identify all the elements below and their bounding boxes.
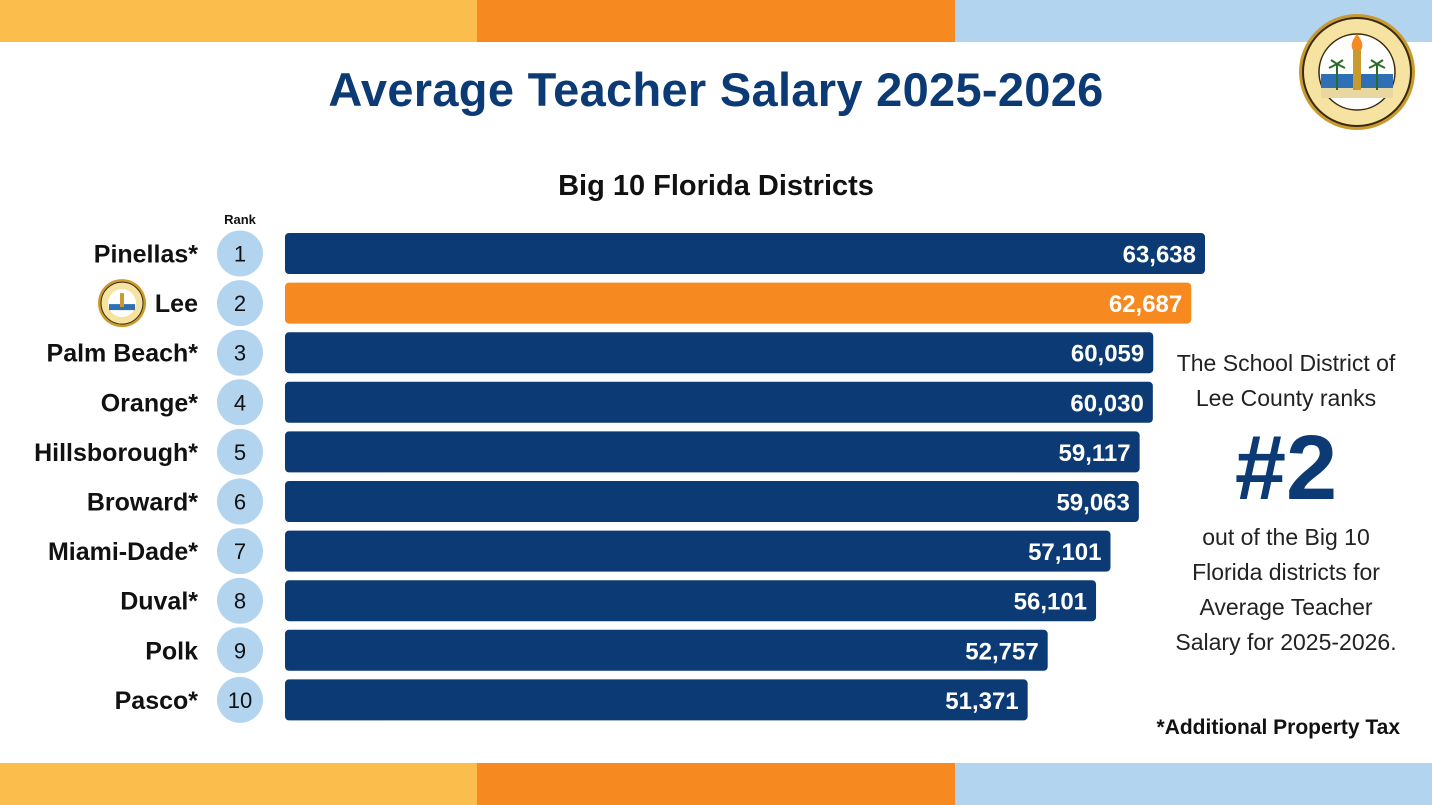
top-color-band	[0, 0, 1432, 42]
category-label-polk: Polk	[145, 637, 198, 665]
category-label-lee: Lee	[155, 290, 198, 318]
category-label-miami-dade: Miami-Dade*	[48, 538, 198, 566]
bar-lee	[285, 282, 1192, 324]
bar-value-label: 59,117	[1059, 440, 1131, 467]
category-label-orange: Orange*	[101, 389, 199, 417]
rank-number: 3	[234, 341, 246, 366]
rank-column-header: Rank	[224, 212, 256, 227]
rank-number: 1	[234, 242, 246, 267]
rank-badge	[217, 676, 263, 723]
callout-rank-number: #2	[1234, 417, 1338, 519]
salary-bar-chart: Pinellas* 1 63,638 Lee 2 62,687 Palm Beach* 3 60…	[34, 230, 1205, 723]
callout-text-bottom: out of the Big 10 Florida districts for …	[1175, 524, 1397, 655]
bar-pasco	[285, 679, 1028, 721]
rank-badge	[217, 478, 263, 525]
rank-badge	[217, 329, 263, 376]
page-title: Average Teacher Salary 2025-2026	[328, 63, 1104, 116]
bar-orange	[285, 381, 1153, 423]
bar-value-label: 60,059	[1071, 341, 1144, 368]
band-orange-segment	[477, 763, 955, 805]
category-label-pasco: Pasco*	[115, 687, 199, 715]
bar-value-label: 62,687	[1109, 291, 1182, 318]
footnote: *Additional Property Tax	[1156, 716, 1400, 739]
rank-badge	[217, 428, 263, 475]
rank-number: 9	[234, 638, 246, 663]
callout-text-top: The School District of Lee County ranks	[1176, 350, 1396, 411]
bar-polk	[285, 629, 1048, 671]
rank-number: 10	[228, 688, 252, 713]
category-label-duval: Duval*	[120, 588, 198, 616]
category-label-pinellas: Pinellas*	[94, 241, 198, 269]
bar-value-label: 52,757	[965, 638, 1038, 665]
rank-badge	[217, 280, 263, 327]
bar-value-label: 51,371	[945, 688, 1018, 715]
rank-badge	[217, 627, 263, 674]
lee-seal-icon	[98, 279, 146, 328]
rank-badge	[217, 379, 263, 426]
bar-broward	[285, 481, 1139, 522]
band-gold-segment	[0, 0, 478, 42]
ranking-callout: The School District of Lee County ranks …	[1164, 346, 1408, 660]
bar-value-label: 59,063	[1056, 490, 1129, 517]
rank-number: 4	[234, 390, 246, 415]
category-label-palm-beach: Palm Beach*	[47, 340, 199, 368]
bar-miami-dade	[285, 530, 1111, 572]
bottom-color-band	[0, 763, 1432, 805]
category-label-hillsborough: Hillsborough*	[34, 439, 198, 467]
band-blue-segment	[954, 763, 1432, 805]
bar-value-label: 56,101	[1014, 589, 1087, 616]
bar-value-label: 63,638	[1123, 242, 1196, 269]
chart-subtitle: Big 10 Florida Districts	[558, 170, 874, 202]
bar-value-label: 60,030	[1070, 390, 1143, 417]
bar-hillsborough	[285, 431, 1140, 473]
bar-duval	[285, 580, 1097, 622]
bar-pinellas	[285, 233, 1205, 274]
band-orange-segment	[477, 0, 955, 42]
band-gold-segment	[0, 763, 478, 805]
rank-badge	[217, 577, 263, 624]
district-seal-logo	[1299, 14, 1415, 130]
category-label-broward: Broward*	[87, 489, 198, 517]
rank-number: 5	[234, 440, 246, 465]
bar-palm-beach	[285, 332, 1154, 374]
rank-number: 6	[234, 490, 246, 515]
rank-number: 2	[234, 291, 246, 316]
rank-number: 8	[234, 589, 246, 614]
rank-number: 7	[234, 539, 246, 564]
bar-value-label: 57,101	[1028, 539, 1101, 566]
rank-badge	[217, 230, 263, 277]
rank-badge	[217, 528, 263, 575]
